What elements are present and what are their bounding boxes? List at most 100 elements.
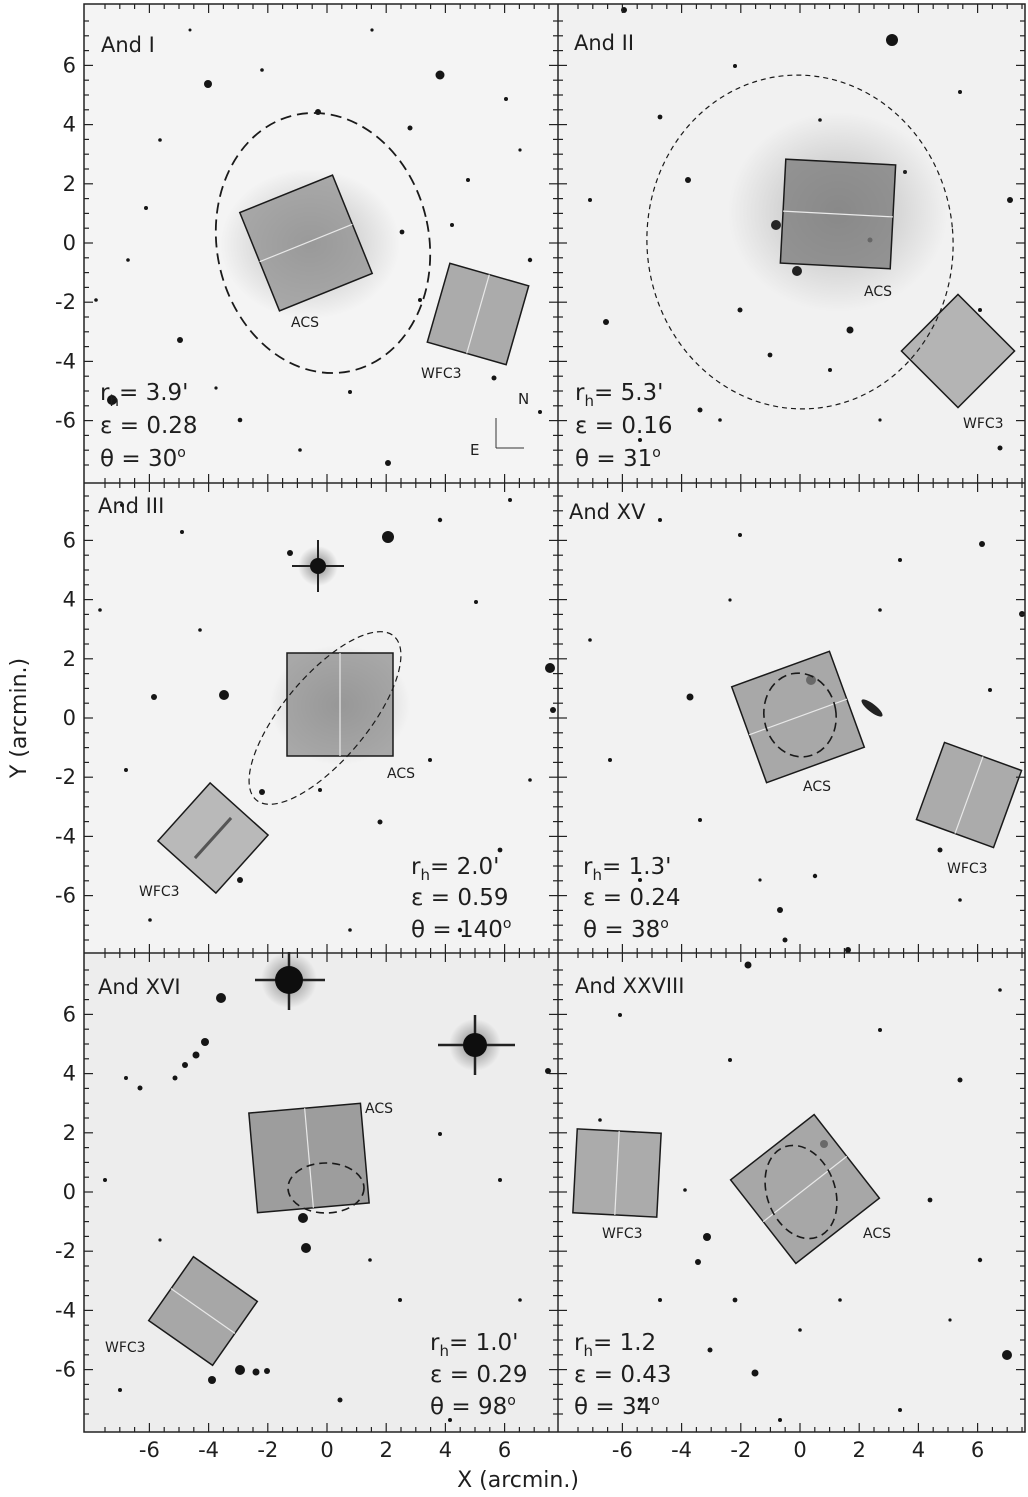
y-tick-label: 2 xyxy=(63,1121,76,1145)
position-angle: θ = 38o xyxy=(583,916,669,943)
y-tick-label: -4 xyxy=(55,1298,76,1322)
half-light-ellipse xyxy=(764,1144,838,1240)
acs-label: ACS xyxy=(291,315,319,331)
panel-and-ii: And II ACS WFC3 rh= 5.3' ε = 0.16 θ = 31… xyxy=(559,4,1025,482)
half-light-radius: rh= 1.3' xyxy=(583,854,671,884)
wfc3-label: WFC3 xyxy=(602,1226,643,1242)
compass-north: N xyxy=(518,390,529,408)
wfc3-label: WFC3 xyxy=(947,861,988,877)
half-light-radius: rh= 1.2 xyxy=(574,1330,656,1360)
half-light-ellipse xyxy=(763,672,837,758)
panel-title: And XXVIII xyxy=(575,974,684,998)
x-tick-label: 0 xyxy=(320,1438,333,1462)
x-tick-label: -4 xyxy=(198,1438,219,1462)
panel-title: And XV xyxy=(569,500,646,524)
acs-label: ACS xyxy=(864,284,892,300)
bright-star xyxy=(292,540,344,592)
ellipticity: ε = 0.24 xyxy=(583,885,681,911)
wfc3-field xyxy=(426,262,530,366)
acs-field xyxy=(248,1102,370,1214)
panel-title: And II xyxy=(574,31,634,55)
panel-and-xvi: And XVI ACS WFC3 rh= 1.0' ε = 0.29 θ = 9… xyxy=(84,952,557,1432)
panel-and-xxviii: And XXVIII ACS WFC3 rh= 1.2 ε = 0.43 θ =… xyxy=(559,954,1025,1432)
acs-label: ACS xyxy=(387,766,415,782)
half-light-radius: rh= 2.0' xyxy=(411,854,499,884)
half-light-ellipse xyxy=(214,112,432,374)
x-axis-title: X (arcmin.) xyxy=(457,1468,579,1493)
x-tick-label: 6 xyxy=(971,1438,984,1462)
half-light-ellipse xyxy=(248,631,402,805)
acs-label: ACS xyxy=(365,1101,393,1117)
half-light-ellipse xyxy=(287,1162,365,1214)
y-tick-label: 2 xyxy=(63,647,76,671)
y-tick-label: 0 xyxy=(63,706,76,730)
y-tick-label: 6 xyxy=(63,53,76,77)
wfc3-field xyxy=(572,1128,662,1218)
bright-star xyxy=(438,1015,515,1075)
compass-east: E xyxy=(470,441,479,459)
star-field xyxy=(98,498,556,933)
acs-label: ACS xyxy=(863,1226,891,1242)
star-field xyxy=(103,993,551,1422)
tick-labels: -6 -4 -2 0 2 4 6 -6 -4 -2 0 2 4 6 6 4 2 0 -2 -4 -6 6 4 2 0 -2 -4 -6… xyxy=(55,53,984,1462)
background-galaxy xyxy=(861,699,883,717)
position-angle: θ = 98o xyxy=(430,1393,516,1420)
position-angle: θ = 34o xyxy=(574,1393,660,1420)
wfc3-label: WFC3 xyxy=(139,884,180,900)
y-tick-label: -2 xyxy=(55,765,76,789)
acs-label: ACS xyxy=(803,779,831,795)
y-axis-title: Y (arcmin.) xyxy=(7,658,32,779)
x-tick-label: -2 xyxy=(257,1438,278,1462)
wfc3-field xyxy=(900,293,1016,409)
acs-field xyxy=(779,158,897,270)
ellipticity: ε = 0.16 xyxy=(575,413,673,439)
y-tick-label: 4 xyxy=(63,1062,76,1086)
acs-field xyxy=(730,650,866,784)
x-tick-label: -6 xyxy=(612,1438,633,1462)
ellipticity: ε = 0.59 xyxy=(411,885,509,911)
wfc3-label: WFC3 xyxy=(963,416,1004,432)
y-tick-label: 6 xyxy=(63,1002,76,1026)
panel-and-xv: And XV ACS WFC3 rh= 1.3' ε = 0.24 θ = 38… xyxy=(559,484,1025,953)
position-angle: θ = 31o xyxy=(575,445,661,472)
ellipticity: ε = 0.29 xyxy=(430,1362,528,1388)
y-tick-label: 4 xyxy=(63,113,76,137)
tick-marks xyxy=(84,4,1025,1432)
wfc3-label: WFC3 xyxy=(421,366,462,382)
star-field xyxy=(94,28,542,466)
x-tick-label: 4 xyxy=(912,1438,925,1462)
wfc3-field xyxy=(147,1255,259,1367)
acs-field xyxy=(238,174,374,312)
x-tick-label: 2 xyxy=(380,1438,393,1462)
panel-and-iii: And III ACS WFC3 rh= 2.0' ε = 0.59 θ = 1… xyxy=(84,484,557,952)
y-tick-label: 6 xyxy=(63,528,76,552)
wfc3-label: WFC3 xyxy=(105,1340,146,1356)
y-tick-label: -6 xyxy=(55,1358,76,1382)
ellipticity: ε = 0.43 xyxy=(574,1362,672,1388)
compass: N E xyxy=(470,390,529,459)
x-tick-label: -6 xyxy=(139,1438,160,1462)
ellipticity: ε = 0.28 xyxy=(100,413,198,439)
x-tick-label: -4 xyxy=(671,1438,692,1462)
bright-star xyxy=(255,952,325,1010)
position-angle: θ = 140o xyxy=(411,916,511,943)
position-angle: θ = 30o xyxy=(100,445,186,472)
y-tick-label: -4 xyxy=(55,824,76,848)
half-light-radius: rh= 3.9' xyxy=(100,380,188,410)
half-light-radius: rh= 5.3' xyxy=(575,380,663,410)
x-tick-label: 2 xyxy=(853,1438,866,1462)
acs-field xyxy=(286,652,394,757)
panel-title: And I xyxy=(101,33,155,57)
y-tick-label: -2 xyxy=(55,1239,76,1263)
half-light-ellipse xyxy=(646,74,954,410)
y-tick-label: 2 xyxy=(63,172,76,196)
y-tick-label: 4 xyxy=(63,588,76,612)
x-tick-label: -2 xyxy=(730,1438,751,1462)
y-tick-label: -4 xyxy=(55,349,76,373)
y-tick-label: -6 xyxy=(55,409,76,433)
y-tick-label: 0 xyxy=(63,231,76,255)
y-tick-label: -2 xyxy=(55,290,76,314)
y-tick-label: 0 xyxy=(63,1180,76,1204)
acs-field xyxy=(729,1113,881,1265)
